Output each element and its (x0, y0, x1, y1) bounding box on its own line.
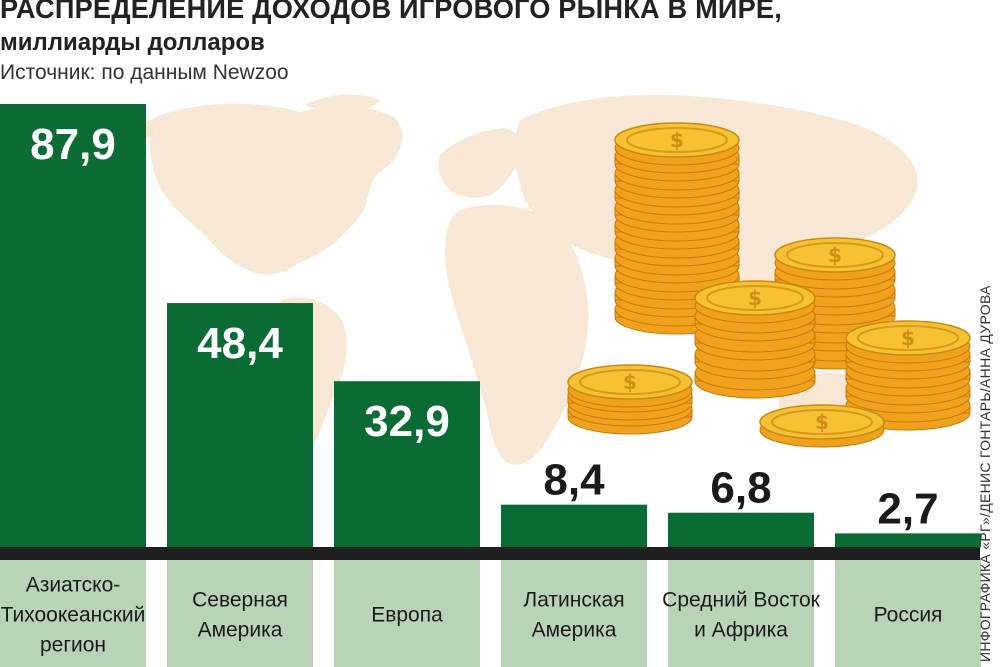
category-label-line: Тихоокеанский (1, 604, 146, 627)
category-label-box (835, 560, 981, 667)
coin-ring (626, 127, 728, 153)
category-label: Европа (371, 604, 443, 627)
category-label-line: Америка (198, 619, 283, 642)
category-label-line: Северная (192, 589, 288, 612)
dollar-sign: $ (670, 128, 684, 152)
category-label: Северная Америка (192, 589, 288, 642)
coin-stack: $ (845, 320, 971, 431)
coin-ring (706, 285, 804, 311)
bar (835, 533, 981, 547)
category-label: Россия (874, 604, 943, 627)
baseline (0, 547, 980, 560)
category-label: Средний Восток и Африка (662, 589, 820, 642)
category-label: Азиатско- Тихоокеанский регион (1, 574, 146, 657)
dollar-sign: $ (623, 370, 637, 394)
category-label-line: и Африка (694, 619, 788, 642)
dollar-sign: $ (815, 410, 829, 434)
category-label-line: регион (40, 634, 106, 657)
bars-layer: 87,9 48,4 32,9 8,4 6,8 2,7 (0, 104, 981, 547)
background-layer: $ $ $ $ $ $ (120, 94, 971, 540)
coin-ring (771, 409, 873, 435)
category-label-box (0, 560, 146, 667)
bar (167, 303, 313, 547)
coin-ring (786, 242, 884, 268)
category-label-line: Америка (532, 619, 617, 642)
bar (501, 504, 647, 547)
value-label: 8,4 (543, 456, 605, 505)
category-label-line: Россия (874, 604, 943, 627)
dollar-sign: $ (748, 286, 762, 310)
coin-stack: $ (694, 280, 816, 399)
dollar-sign: $ (901, 326, 915, 350)
category-labels-layer: Азиатско- Тихоокеанский регион Северная Амер… (0, 560, 981, 667)
category-label-box (501, 560, 647, 667)
chart-subtitle: миллиарды долларов (0, 29, 265, 56)
category-label-line: Азиатско- (26, 574, 121, 597)
bar (668, 512, 814, 547)
category-label-line: Европа (371, 604, 443, 627)
value-label: 48,4 (197, 319, 283, 368)
bar (0, 104, 146, 547)
value-label: 32,9 (364, 397, 450, 446)
infographic-credit: ИНФОГРАФИКА «РГ»/ДЕНИС ГОНТАРЬ/АННА ДУРО… (977, 285, 993, 662)
value-label: 6,8 (710, 464, 771, 513)
bar (334, 381, 480, 547)
dollar-sign: $ (828, 243, 842, 267)
source-note: Источник: по данным Newzoo (0, 61, 289, 84)
category-label: Латинская Америка (523, 589, 624, 642)
category-label-box (334, 560, 480, 667)
coin-stack: $ (759, 404, 885, 448)
coin-ring (857, 325, 959, 351)
category-label-line: Средний Восток (662, 589, 820, 612)
category-label-box (668, 560, 814, 667)
coin-ring (579, 369, 681, 395)
coin-stack: $ (567, 364, 693, 435)
value-label: 2,7 (877, 484, 938, 533)
category-label-line: Латинская (523, 589, 624, 612)
value-label: 87,9 (30, 120, 116, 169)
coins-illustration: $ $ $ $ $ $ (567, 122, 971, 448)
category-label-box (167, 560, 313, 667)
chart-title: РАСПРЕДЕЛЕНИЕ ДОХОДОВ ИГРОВОГО РЫНКА В М… (0, 0, 782, 24)
